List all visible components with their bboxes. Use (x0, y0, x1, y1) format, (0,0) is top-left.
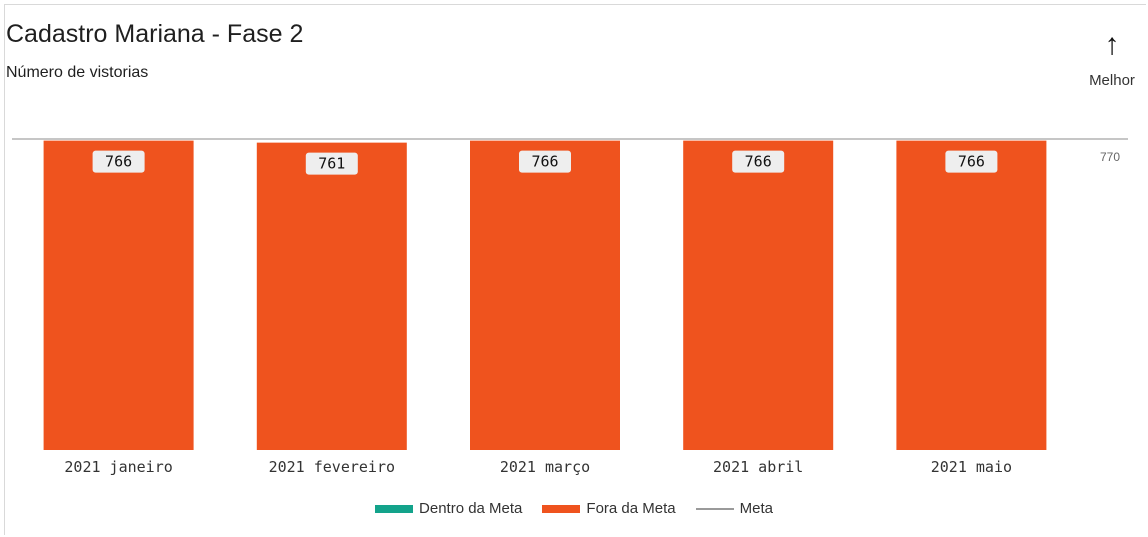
data-label: 766 (745, 153, 772, 171)
x-tick-label: 2021 março (500, 458, 590, 476)
arrow-up-icon: ↑ (1104, 28, 1120, 61)
chart-subtitle: Número de vistorias (6, 64, 149, 81)
bar (256, 142, 407, 450)
chart-legend: Dentro da Meta Fora da Meta Meta (0, 500, 1148, 517)
legend-item-outside-target[interactable]: Fora da Meta (542, 500, 676, 517)
data-label: 766 (105, 153, 132, 171)
target-value-label: 770 (1100, 150, 1120, 164)
data-label: 766 (958, 153, 985, 171)
x-tick-label: 2021 fevereiro (269, 458, 395, 476)
data-label-box (92, 150, 145, 173)
better-label: Melhor (1089, 72, 1135, 89)
legend-swatch-outside-target (542, 504, 581, 513)
data-label: 766 (531, 153, 558, 171)
bar (43, 140, 194, 450)
x-tick-label: 2021 abril (713, 458, 803, 476)
bar (896, 140, 1047, 450)
bar (470, 140, 620, 450)
data-label-box (305, 152, 358, 175)
x-tick-label: 2021 janeiro (64, 458, 172, 476)
bar (683, 140, 834, 450)
legend-item-target[interactable]: Meta (695, 500, 773, 517)
legend-item-inside-target[interactable]: Dentro da Meta (375, 500, 522, 517)
chart-panel (4, 4, 1146, 535)
legend-label: Meta (739, 500, 773, 517)
data-label-box (732, 150, 785, 173)
better-direction-indicator: ↑ Melhor (1082, 28, 1142, 90)
legend-label: Dentro da Meta (419, 500, 523, 517)
data-label-box (519, 150, 571, 173)
legend-swatch-target-line (695, 507, 734, 510)
x-tick-label: 2021 maio (931, 458, 1012, 476)
legend-swatch-inside-target (375, 504, 414, 513)
chart-title: Cadastro Mariana - Fase 2 (6, 20, 304, 48)
legend-label: Fora da Meta (586, 500, 676, 517)
data-label: 761 (318, 155, 345, 173)
data-label-box (945, 150, 998, 173)
